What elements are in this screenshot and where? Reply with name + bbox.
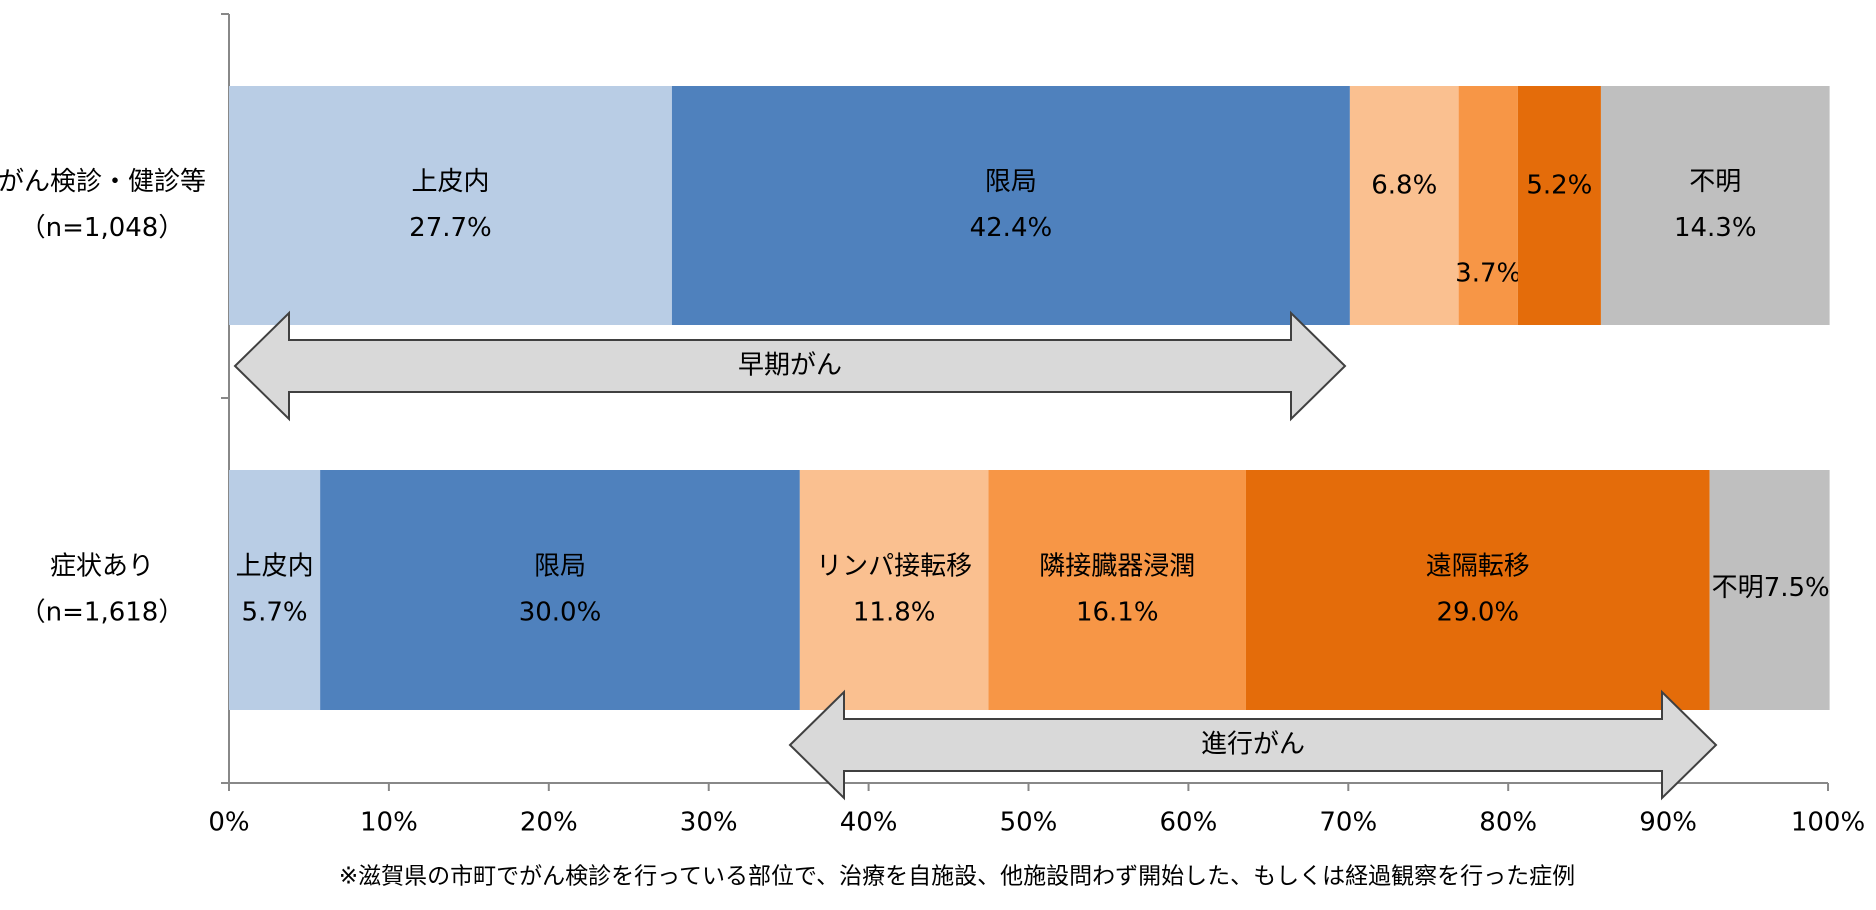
x-tick-label: 70% [1319,808,1377,838]
data-label: 5.7% [242,598,308,628]
segment-name: 不明 [1712,573,1764,603]
data-label: 30.0% [519,598,602,628]
x-tick-label: 90% [1639,808,1697,838]
x-tick-label: 80% [1479,808,1537,838]
data-label: 3.7% [1455,259,1521,289]
segment-label: 不明7.5% [1712,573,1830,603]
x-tick-label: 20% [520,808,578,838]
bar-segment [988,470,1246,710]
x-tick-label: 100% [1791,808,1865,838]
x-tick-label: 50% [1000,808,1058,838]
data-label: 11.8% [853,598,936,628]
segment-name: 隣接臓器浸潤 [1039,552,1195,582]
x-tick-label: 0% [208,808,249,838]
segment-name: リンパ接転移 [816,552,972,582]
data-label: 14.3% [1674,213,1757,243]
annotation: 早期がん [738,351,842,381]
segment-name: 上皮内 [411,167,489,197]
data-label: 16.1% [1076,598,1159,628]
x-tick-label: 60% [1160,808,1218,838]
data-label: 5.2% [1526,171,1592,201]
data-label: 6.8% [1371,171,1437,201]
segment-name: 限局 [985,167,1037,197]
x-tick-label: 40% [840,808,898,838]
bar-segment [320,470,800,710]
segment-name: 遠隔転移 [1426,552,1530,582]
data-label: 29.0% [1437,598,1520,628]
segment-name: 不明 [1689,167,1741,197]
bar-segment [1458,86,1518,325]
range-arrow [233,310,1347,422]
annotation: 進行がん [1201,730,1305,760]
bar-segment [1600,86,1830,325]
category-label: がん検診・健診等 [0,167,206,197]
segment-name: 上皮内 [236,552,314,582]
bar-segment [229,470,321,710]
category-note: （n=1,618） [20,598,185,628]
category-note: （n=1,048） [20,213,185,243]
data-label: 27.7% [409,213,492,243]
data-label: 42.4% [970,213,1053,243]
bar-segment [1517,86,1601,325]
bar-segment [671,86,1350,325]
segment-name: 限局 [534,552,586,582]
data-label: 7.5% [1764,573,1830,603]
x-tick-label: 10% [360,808,418,838]
bar-segment [1245,470,1710,710]
bar-segment [229,86,672,325]
bar-segment [1349,86,1459,325]
bar-segment [1709,470,1830,710]
footnote: ※滋賀県の市町でがん検診を行っている部位で、治療を自施設、他施設問わず開始した、… [339,864,1575,890]
range-arrow [788,689,1718,801]
x-tick-label: 30% [680,808,738,838]
bar-segment [799,470,989,710]
category-label: 症状あり [50,552,154,582]
